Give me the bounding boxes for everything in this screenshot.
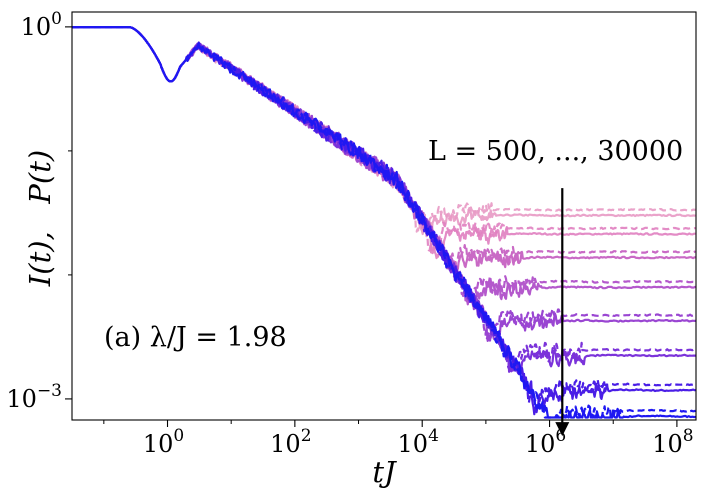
lambda-annotation: (a) λ/J = 1.98 [104,322,287,353]
series-line [71,26,696,419]
x-axis: 100 102 104 106 108 [103,420,694,458]
x-tick-label: 108 [652,426,693,458]
series-line [71,26,696,233]
x-axis-label: tJ [372,455,397,489]
plot-frame [71,11,697,421]
series-curves [71,26,696,419]
series-line [71,26,696,373]
y-axis-label: I(t), P(t) [23,150,57,287]
series-line [71,26,696,238]
x-tick-label: 102 [270,426,311,458]
L-arrow-head [555,422,570,437]
x-tick-label: 104 [398,426,439,458]
system-size-annotation: L = 500, ..., 30000 [428,136,683,167]
y-tick-label: 100 [21,9,62,41]
y-tick-label: 10−3 [6,381,62,413]
series-line [71,26,696,419]
series-line [71,26,696,340]
x-tick-label: 100 [143,426,184,458]
